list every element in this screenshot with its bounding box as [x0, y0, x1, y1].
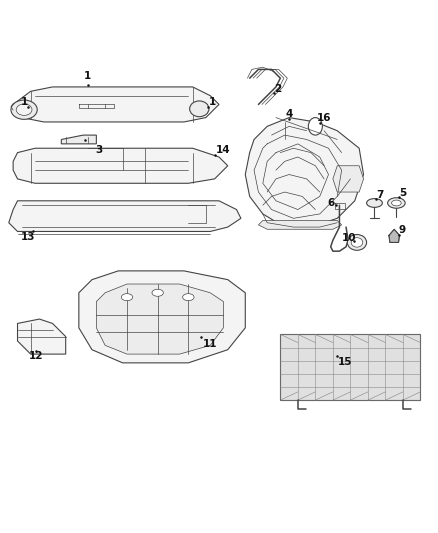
Polygon shape — [389, 229, 399, 243]
Polygon shape — [13, 148, 228, 183]
Polygon shape — [79, 271, 245, 363]
Text: 6: 6 — [328, 198, 335, 208]
Ellipse shape — [392, 200, 401, 206]
Ellipse shape — [16, 104, 32, 115]
Polygon shape — [9, 201, 241, 231]
Polygon shape — [333, 166, 364, 192]
Text: 10: 10 — [341, 233, 356, 243]
Ellipse shape — [367, 199, 382, 207]
Polygon shape — [280, 334, 420, 400]
Ellipse shape — [11, 100, 37, 119]
Text: 11: 11 — [203, 339, 218, 349]
Text: 1: 1 — [209, 97, 216, 107]
Text: 2: 2 — [275, 84, 282, 94]
Polygon shape — [245, 118, 364, 227]
Ellipse shape — [183, 294, 194, 301]
Text: 14: 14 — [216, 146, 231, 156]
Text: 5: 5 — [399, 188, 406, 198]
Text: 13: 13 — [21, 232, 36, 242]
Ellipse shape — [347, 235, 367, 251]
Ellipse shape — [152, 289, 163, 296]
Text: 15: 15 — [337, 357, 352, 367]
Polygon shape — [18, 319, 66, 354]
Text: 1: 1 — [21, 97, 28, 107]
Polygon shape — [258, 221, 342, 229]
Ellipse shape — [388, 198, 405, 208]
Text: 4: 4 — [286, 109, 293, 119]
Ellipse shape — [121, 294, 133, 301]
Text: 12: 12 — [28, 351, 43, 361]
Text: 9: 9 — [399, 225, 406, 235]
Polygon shape — [61, 135, 96, 144]
Ellipse shape — [190, 101, 209, 117]
Polygon shape — [13, 87, 219, 122]
Ellipse shape — [351, 238, 363, 247]
Text: 16: 16 — [317, 112, 332, 123]
Text: 7: 7 — [377, 190, 384, 200]
Text: 1: 1 — [84, 71, 91, 81]
Ellipse shape — [308, 118, 322, 135]
Text: 3: 3 — [95, 146, 102, 156]
Polygon shape — [96, 284, 223, 354]
